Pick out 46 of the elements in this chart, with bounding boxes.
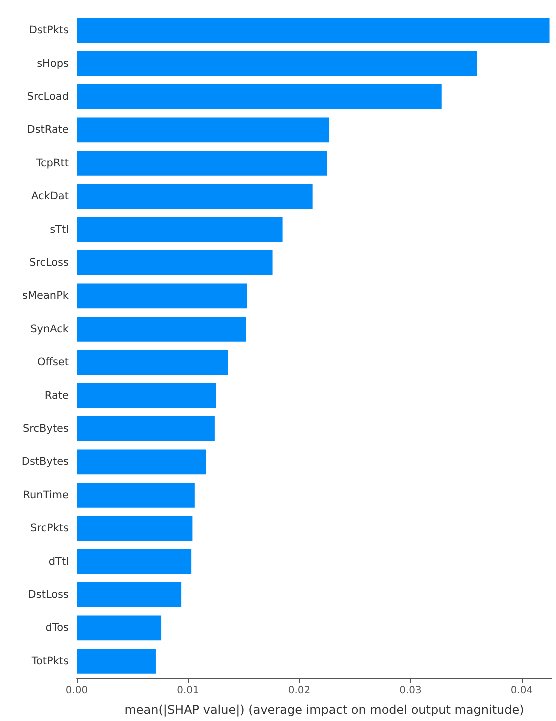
bar <box>77 51 478 76</box>
bar <box>77 250 273 276</box>
y-tick-label: TcpRtt <box>35 157 69 170</box>
bar <box>77 549 192 574</box>
bar <box>77 516 193 542</box>
x-tick-label: 0.01 <box>177 686 200 696</box>
bar <box>77 350 228 376</box>
x-axis-title: mean(|SHAP value|) (average impact on model output magnitude) <box>124 703 524 717</box>
y-tick-label: AckDat <box>32 190 69 203</box>
bar <box>77 184 313 210</box>
bar <box>77 118 330 143</box>
bar <box>77 416 215 442</box>
bar <box>77 18 550 44</box>
bar <box>77 284 248 309</box>
y-tick-label: RunTime <box>23 489 69 502</box>
y-tick-label: SynAck <box>30 323 70 336</box>
bar <box>77 616 162 641</box>
bar <box>77 150 328 176</box>
y-tick-label: SrcPkts <box>30 522 69 535</box>
bar <box>77 582 182 608</box>
x-tick-label: 0.04 <box>510 686 534 696</box>
y-tick-label: sHops <box>37 58 69 70</box>
bar <box>77 383 216 408</box>
x-tick-label: 0.03 <box>400 686 422 696</box>
y-tick-label: dTtl <box>48 556 69 568</box>
y-tick-label: dTos <box>46 622 69 634</box>
x-tick-label: 0.00 <box>66 686 88 696</box>
bar <box>77 217 283 242</box>
y-tick-label: SrcLoss <box>29 257 69 269</box>
y-tick-label: Offset <box>37 356 69 369</box>
bar <box>77 84 442 110</box>
x-tick-label: 0.02 <box>288 686 311 696</box>
bar <box>77 316 246 342</box>
y-tick-label: SrcLoad <box>27 91 69 103</box>
y-tick-label: DstLoss <box>28 589 69 601</box>
y-tick-label: sMeanPk <box>22 290 70 302</box>
y-tick-label: DstRate <box>27 124 69 136</box>
y-tick-label: sTtl <box>50 224 69 236</box>
y-tick-label: DstPkts <box>29 24 69 37</box>
y-tick-label: Rate <box>44 390 69 402</box>
bar <box>77 450 206 475</box>
bar <box>77 482 195 508</box>
bar <box>77 648 156 674</box>
y-tick-label: DstBytes <box>22 456 69 468</box>
y-tick-label: SrcBytes <box>23 423 69 435</box>
y-tick-label: TotPkts <box>30 655 69 668</box>
